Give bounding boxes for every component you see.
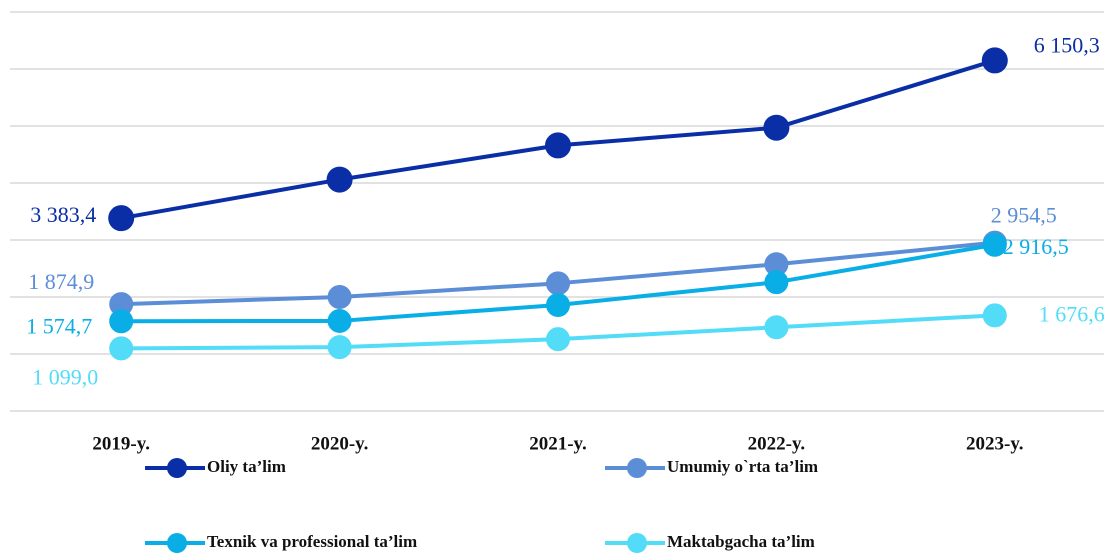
- point: [982, 303, 1007, 328]
- legend-marker: [167, 458, 187, 478]
- x-tick-label: 2022-y.: [748, 433, 806, 454]
- point: [981, 47, 1008, 74]
- legend-marker: [627, 458, 647, 478]
- point: [982, 232, 1007, 257]
- point: [764, 270, 789, 295]
- x-tick-label: 2019-y.: [92, 433, 150, 454]
- x-tick-label: 2021-y.: [529, 433, 587, 454]
- point: [108, 205, 135, 232]
- point: [763, 114, 790, 141]
- point: [327, 335, 352, 360]
- value-label: 1 874,9: [28, 269, 94, 294]
- point: [545, 132, 571, 159]
- value-label: 2 954,5: [991, 203, 1057, 228]
- point: [327, 308, 352, 333]
- value-label: 2 916,5: [1003, 234, 1069, 259]
- value-label: 1 676,6: [1039, 301, 1105, 326]
- legend-label: Umumiy o`rta ta’lim: [667, 457, 818, 476]
- point: [546, 327, 570, 352]
- legend-label: Oliy ta’lim: [207, 457, 286, 476]
- point: [109, 336, 134, 361]
- value-label: 1 574,7: [26, 313, 92, 338]
- x-tick-label: 2020-y.: [311, 433, 369, 454]
- point: [326, 166, 353, 193]
- value-label: 1 099,0: [32, 364, 98, 389]
- point: [546, 271, 570, 296]
- value-label: 6 150,3: [1034, 32, 1100, 57]
- legend-label: Texnik va professional ta’lim: [207, 532, 417, 551]
- legend-marker: [167, 533, 187, 553]
- point: [327, 285, 352, 309]
- point: [546, 292, 570, 317]
- legend-label: Maktabgacha ta’lim: [667, 532, 815, 551]
- legend-marker: [627, 533, 647, 553]
- x-tick-label: 2023-y.: [966, 433, 1024, 454]
- point: [109, 309, 134, 334]
- point: [764, 315, 789, 340]
- value-label: 3 383,4: [30, 202, 96, 227]
